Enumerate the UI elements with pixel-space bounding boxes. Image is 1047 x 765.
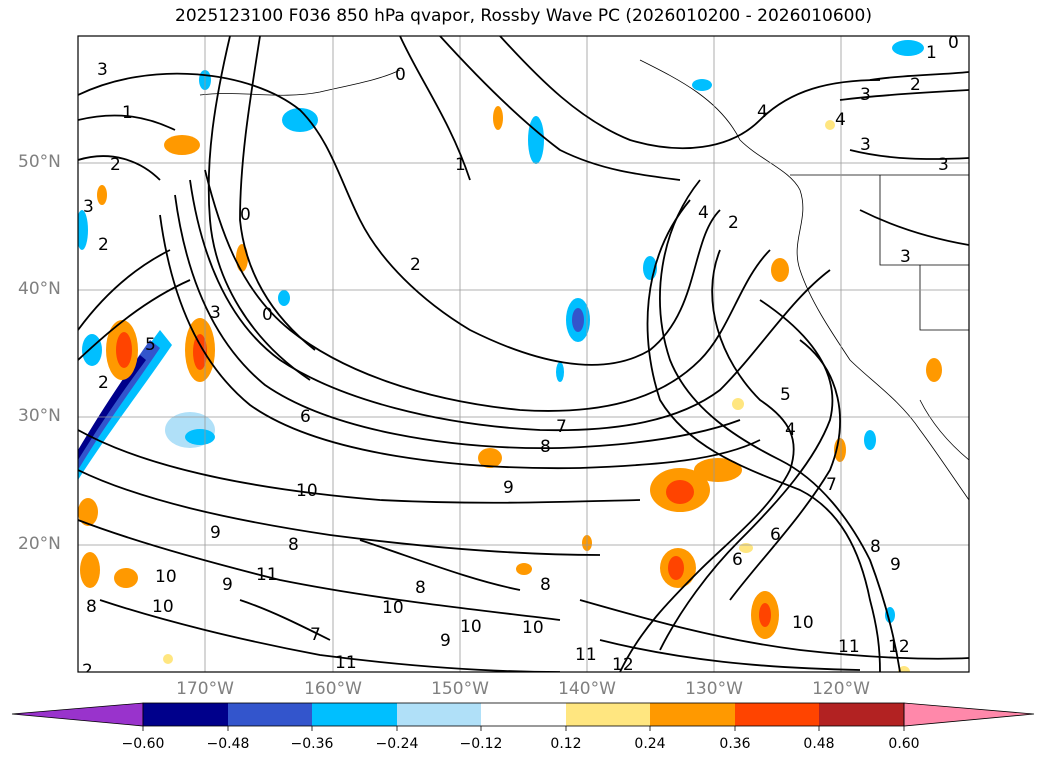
contour-label: 4 xyxy=(757,102,768,122)
contour-label: 10 xyxy=(152,597,174,617)
contour-label: 6 xyxy=(732,550,743,570)
contour-label: 3 xyxy=(97,60,108,80)
contour-label: 5 xyxy=(145,335,156,355)
colorbar-tick: 0.24 xyxy=(634,736,666,752)
contour-label: 2 xyxy=(98,373,109,393)
contour-label: 3 xyxy=(938,155,949,175)
contour-label: 3 xyxy=(83,197,94,217)
colorbar-segment-8 xyxy=(735,703,819,726)
lat-label: 30°N xyxy=(18,406,61,426)
anomaly-shading xyxy=(78,40,942,672)
lat-label: 50°N xyxy=(18,152,61,172)
contour-label: 0 xyxy=(948,33,959,53)
contour-label: 2 xyxy=(110,155,121,175)
contour-label: 9 xyxy=(210,523,221,543)
lon-label: 160°W xyxy=(304,679,362,699)
lon-label: 150°W xyxy=(431,679,489,699)
contour-label: 11 xyxy=(256,565,278,585)
colorbar-tick: 0.60 xyxy=(888,736,920,752)
colorbar-tick: 0.48 xyxy=(803,736,835,752)
colorbar-segment-6 xyxy=(566,703,650,726)
contour-label: 10 xyxy=(522,618,544,638)
colorbar-tick: −0.24 xyxy=(375,736,419,752)
contour-label: 0 xyxy=(395,65,406,85)
map-plot: 3 1 2 3 2 0 1 2 0 3 0 6 8 7 9 10 9 8 11 … xyxy=(77,33,970,681)
colorbar-segment-5 xyxy=(481,703,566,726)
lat-label: 40°N xyxy=(18,279,61,299)
plot-frame xyxy=(77,35,970,673)
contour-label: 2 xyxy=(728,213,739,233)
lon-label: 170°W xyxy=(176,679,234,699)
colorbar-segment-2 xyxy=(228,703,312,726)
contour-label: 10 xyxy=(460,617,482,637)
colorbar-tick: −0.48 xyxy=(206,736,250,752)
contour-label: 1 xyxy=(122,103,133,123)
contour-label: 9 xyxy=(222,575,233,595)
contour-label: 9 xyxy=(890,555,901,575)
contour-label: 3 xyxy=(860,85,871,105)
colorbar-tick: −0.60 xyxy=(121,736,165,752)
contour-label: 4 xyxy=(698,203,709,223)
lon-label: 130°W xyxy=(685,679,743,699)
colorbar-tick: 0.36 xyxy=(719,736,751,752)
contour-label: 7 xyxy=(826,475,837,495)
contour-label: 10 xyxy=(155,567,177,587)
colorbar-segment-3 xyxy=(312,703,397,726)
colorbar-tick: −0.36 xyxy=(290,736,334,752)
contour-label: 3 xyxy=(860,135,871,155)
contour-label: 8 xyxy=(415,578,426,598)
contour-label: 6 xyxy=(300,407,311,427)
colorbar-segment-7 xyxy=(650,703,735,726)
qvapor-contours xyxy=(78,36,969,672)
contour-label: 10 xyxy=(382,598,404,618)
colorbar-tick: 0.12 xyxy=(550,736,582,752)
colorbar-tick: −0.12 xyxy=(459,736,503,752)
contour-label: 8 xyxy=(288,535,299,555)
contour-label: 2 xyxy=(910,75,921,95)
contour-label: 7 xyxy=(556,417,567,437)
contour-label: 12 xyxy=(888,637,910,657)
map-title: 2025123100 F036 850 hPa qvapor, Rossby W… xyxy=(175,6,872,26)
lat-label: 20°N xyxy=(18,534,61,554)
contour-label: 8 xyxy=(540,575,551,595)
contour-label: 11 xyxy=(335,653,357,673)
contour-label: 8 xyxy=(540,437,551,457)
contour-label: 11 xyxy=(838,637,860,657)
contour-label-group: 3 1 2 3 2 0 1 2 0 3 0 6 8 7 9 10 9 8 11 … xyxy=(82,33,959,681)
contour-label: 5 xyxy=(780,385,791,405)
contour-label: 8 xyxy=(86,597,97,617)
contour-label: 10 xyxy=(792,613,814,633)
contour-label: 2 xyxy=(410,255,421,275)
colorbar-segment-0 xyxy=(11,702,144,727)
contour-label: 3 xyxy=(900,247,911,267)
contour-label: 6 xyxy=(770,525,781,545)
contour-label: 1 xyxy=(455,155,466,175)
contour-label: 4 xyxy=(835,110,846,130)
contour-label: 0 xyxy=(240,205,251,225)
contour-label: 9 xyxy=(503,478,514,498)
contour-label: 10 xyxy=(296,481,318,501)
lon-label: 120°W xyxy=(812,679,870,699)
graticule xyxy=(78,36,969,672)
colorbar-segment-4 xyxy=(397,703,481,726)
contour-label: 2 xyxy=(82,661,93,681)
contour-label: 1 xyxy=(926,43,937,63)
contour-label: 4 xyxy=(785,420,796,440)
contour-label: 3 xyxy=(210,303,221,323)
lon-label: 140°W xyxy=(558,679,616,699)
contour-label: 7 xyxy=(310,625,321,645)
colorbar-segment-10 xyxy=(903,702,1035,727)
colorbar-segment-1 xyxy=(143,703,228,726)
colorbar-segment-9 xyxy=(819,703,904,726)
contour-label: 8 xyxy=(870,537,881,557)
contour-label: 0 xyxy=(262,305,273,325)
contour-label: 11 xyxy=(575,645,597,665)
contour-label: 9 xyxy=(440,631,451,651)
contour-label: 12 xyxy=(612,655,634,675)
contour-label: 2 xyxy=(98,235,109,255)
